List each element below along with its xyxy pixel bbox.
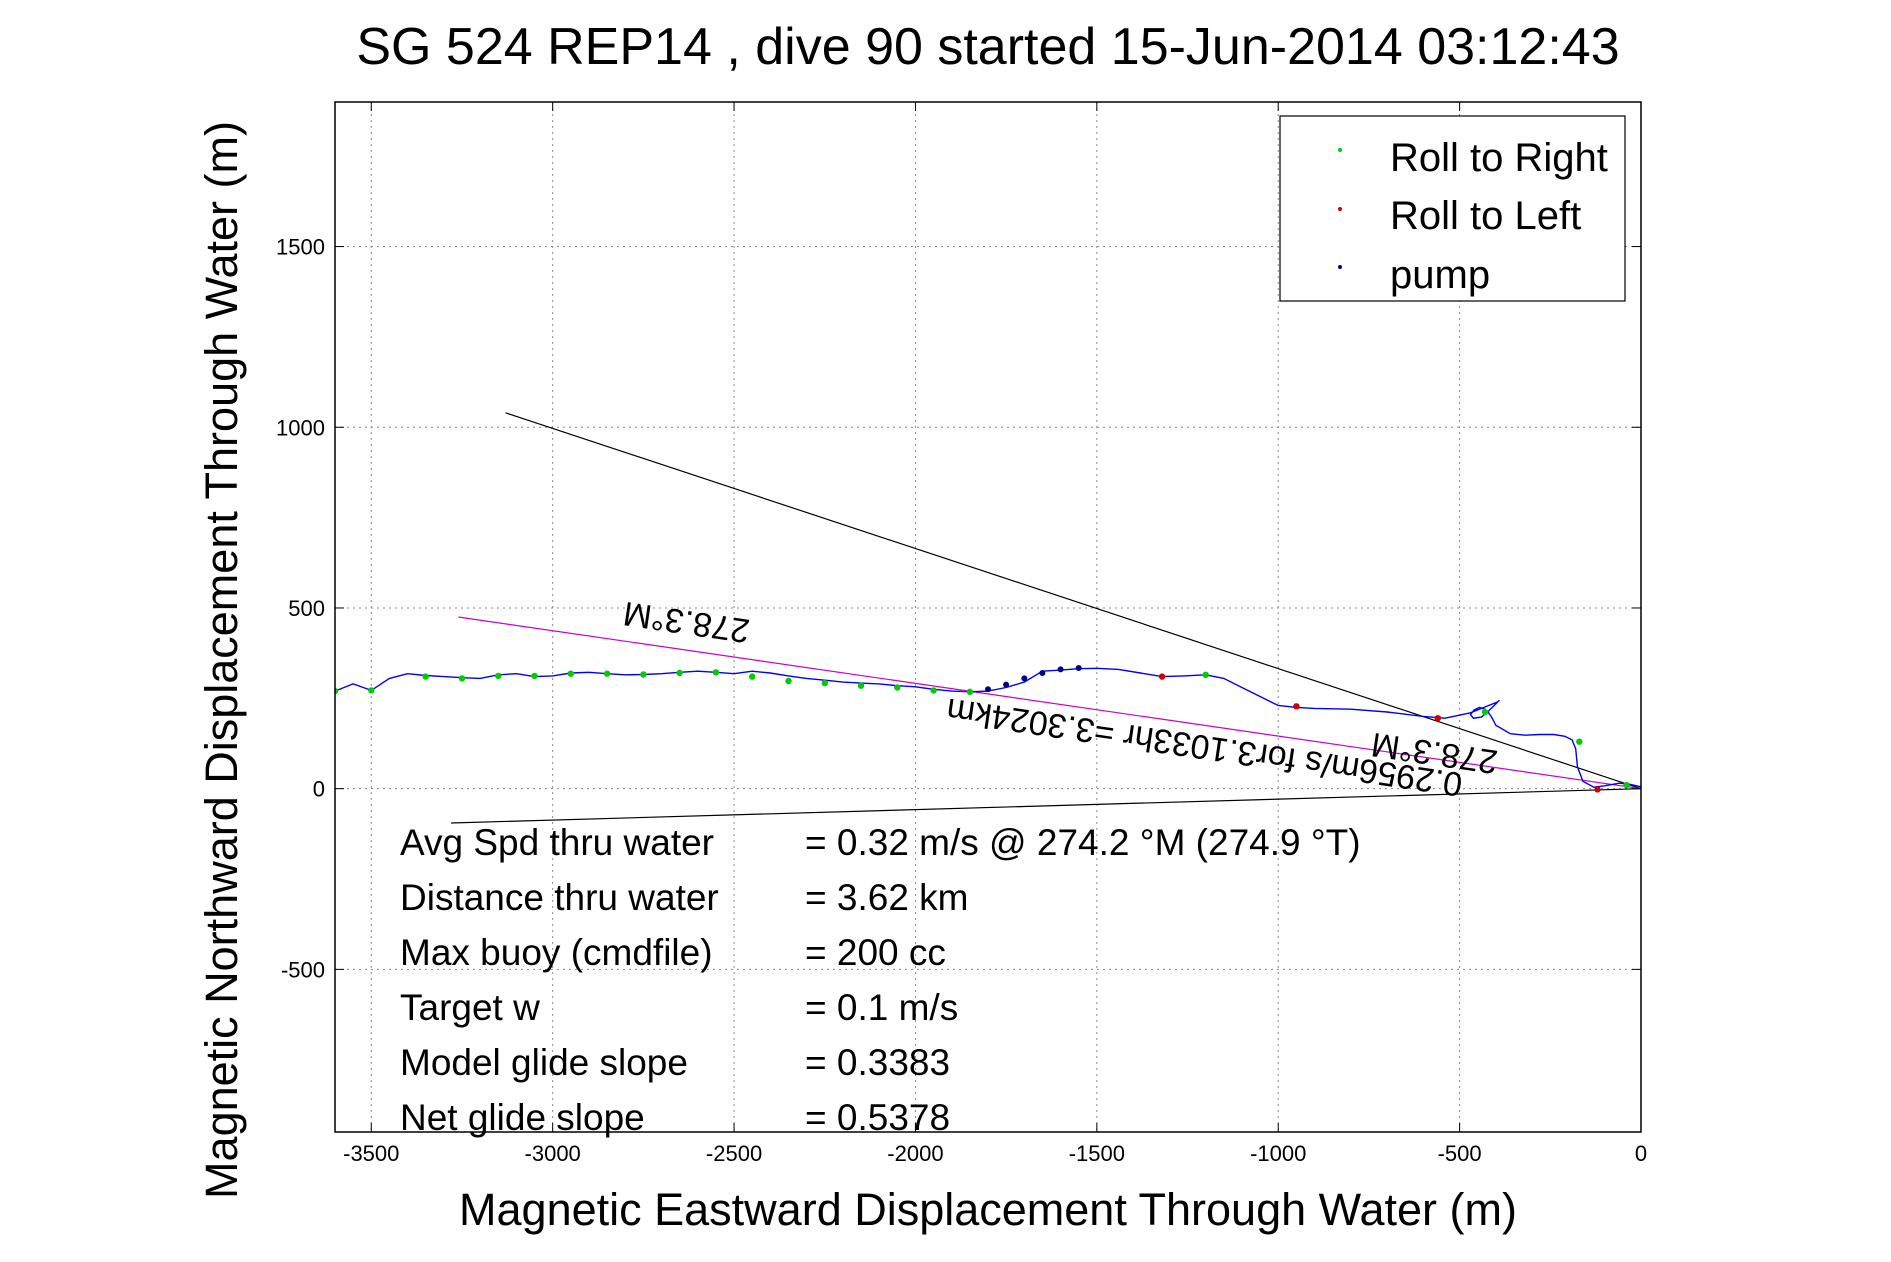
legend-marker-roll-right xyxy=(1338,148,1342,152)
stat-value: = 200 cc xyxy=(805,932,946,973)
legend-marker-roll-left xyxy=(1338,207,1342,211)
chart-title: SG 524 REP14 , dive 90 started 15-Jun-20… xyxy=(356,18,1619,76)
roll-right-points xyxy=(335,669,1630,789)
roll-right-point xyxy=(894,684,901,691)
roll-right-point xyxy=(1202,671,1209,678)
plot-frame xyxy=(334,101,1642,1133)
plot-area xyxy=(335,412,1641,824)
x-tick-label: -3500 xyxy=(343,1141,399,1166)
roll-right-point xyxy=(712,669,720,676)
roll-left-point xyxy=(1434,715,1442,722)
x-tick-label: -1500 xyxy=(1069,1141,1125,1166)
stat-label: Target w xyxy=(400,987,540,1028)
roll-right-point xyxy=(749,673,756,680)
stat-label: Net glide slope xyxy=(400,1097,645,1138)
pump-point xyxy=(1057,666,1064,673)
stat-label: Model glide slope xyxy=(400,1042,688,1083)
y-tick-label: 1500 xyxy=(276,235,325,260)
y-axis-label: Magnetic Northward Displacement Through … xyxy=(196,121,247,1199)
stat-value: = 0.1 m/s xyxy=(805,987,958,1028)
roll-right-point xyxy=(640,671,647,678)
x-tick-label: -1000 xyxy=(1250,1141,1306,1166)
roll-left-point xyxy=(1594,786,1601,793)
pump-point xyxy=(985,686,991,693)
heading-line xyxy=(458,616,1641,790)
track-line xyxy=(335,667,1641,788)
x-axis-label: Magnetic Eastward Displacement Through W… xyxy=(459,1184,1517,1235)
y-tick-label: 1000 xyxy=(276,415,325,440)
roll-right-point xyxy=(335,687,339,695)
x-tick-label: -2000 xyxy=(887,1141,943,1166)
roll-right-point xyxy=(567,670,574,677)
pump-point xyxy=(1039,670,1046,676)
stat-value: = 0.3383 xyxy=(805,1042,950,1083)
roll-right-point xyxy=(1576,738,1583,745)
roll-right-point xyxy=(368,687,375,694)
y-tick-label: 0 xyxy=(313,777,325,802)
x-axis-ticks: -3500 -3000 -2500 -2000 -1500 -1000 -500 0 xyxy=(343,102,1647,1166)
x-tick-label: -3000 xyxy=(525,1141,581,1166)
y-tick-label: -500 xyxy=(281,957,325,982)
legend: Roll to Right Roll to Left pump xyxy=(1279,115,1626,302)
x-tick-label: -500 xyxy=(1438,1141,1482,1166)
roll-right-point xyxy=(785,677,792,685)
legend-box xyxy=(1279,115,1626,302)
stat-value: = 0.32 m/s @ 274.2 °M (274.9 °T) xyxy=(805,822,1361,863)
legend-label-roll-left: Roll to Left xyxy=(1390,194,1581,238)
roll-right-point xyxy=(495,672,502,680)
legend-label-pump: pump xyxy=(1390,253,1490,297)
grid-lines xyxy=(335,102,1641,1132)
x-tick-label: 0 xyxy=(1635,1141,1647,1166)
pump-point xyxy=(1003,681,1010,688)
stat-label: Distance thru water xyxy=(400,877,719,918)
roll-right-point xyxy=(821,679,828,687)
stat-label: Avg Spd thru water xyxy=(400,822,714,863)
x-tick-label: -2500 xyxy=(706,1141,762,1166)
roll-right-point xyxy=(531,672,538,680)
roll-right-point xyxy=(857,682,865,689)
roll-right-point xyxy=(422,673,429,680)
stat-value: = 0.5378 xyxy=(805,1097,950,1138)
stats-annotation: Avg Spd thru water = 0.32 m/s @ 274.2 °M… xyxy=(400,822,1361,1138)
pump-point xyxy=(1021,675,1028,682)
roll-left-point xyxy=(1293,703,1300,710)
guide-line-upper xyxy=(505,412,1641,790)
roll-right-point xyxy=(458,675,466,682)
roll-right-point xyxy=(966,688,974,695)
pump-points xyxy=(985,665,1082,693)
y-axis-ticks: -500 0 500 1000 1500 xyxy=(276,235,1641,982)
guide-line-lower xyxy=(451,788,1641,824)
roll-right-point xyxy=(1623,781,1630,789)
roll-right-point xyxy=(603,670,611,677)
legend-label-roll-right: Roll to Right xyxy=(1390,136,1608,180)
roll-left-points xyxy=(1158,673,1601,793)
roll-right-point xyxy=(676,669,683,677)
roll-right-point xyxy=(930,687,937,694)
roll-right-point xyxy=(1481,708,1489,716)
roll-left-point xyxy=(1158,673,1166,680)
stat-value: = 3.62 km xyxy=(805,877,969,918)
legend-marker-pump xyxy=(1338,265,1342,269)
stat-label: Max buoy (cmdfile) xyxy=(400,932,713,973)
y-tick-label: 500 xyxy=(288,596,325,621)
pump-point xyxy=(1075,665,1082,671)
